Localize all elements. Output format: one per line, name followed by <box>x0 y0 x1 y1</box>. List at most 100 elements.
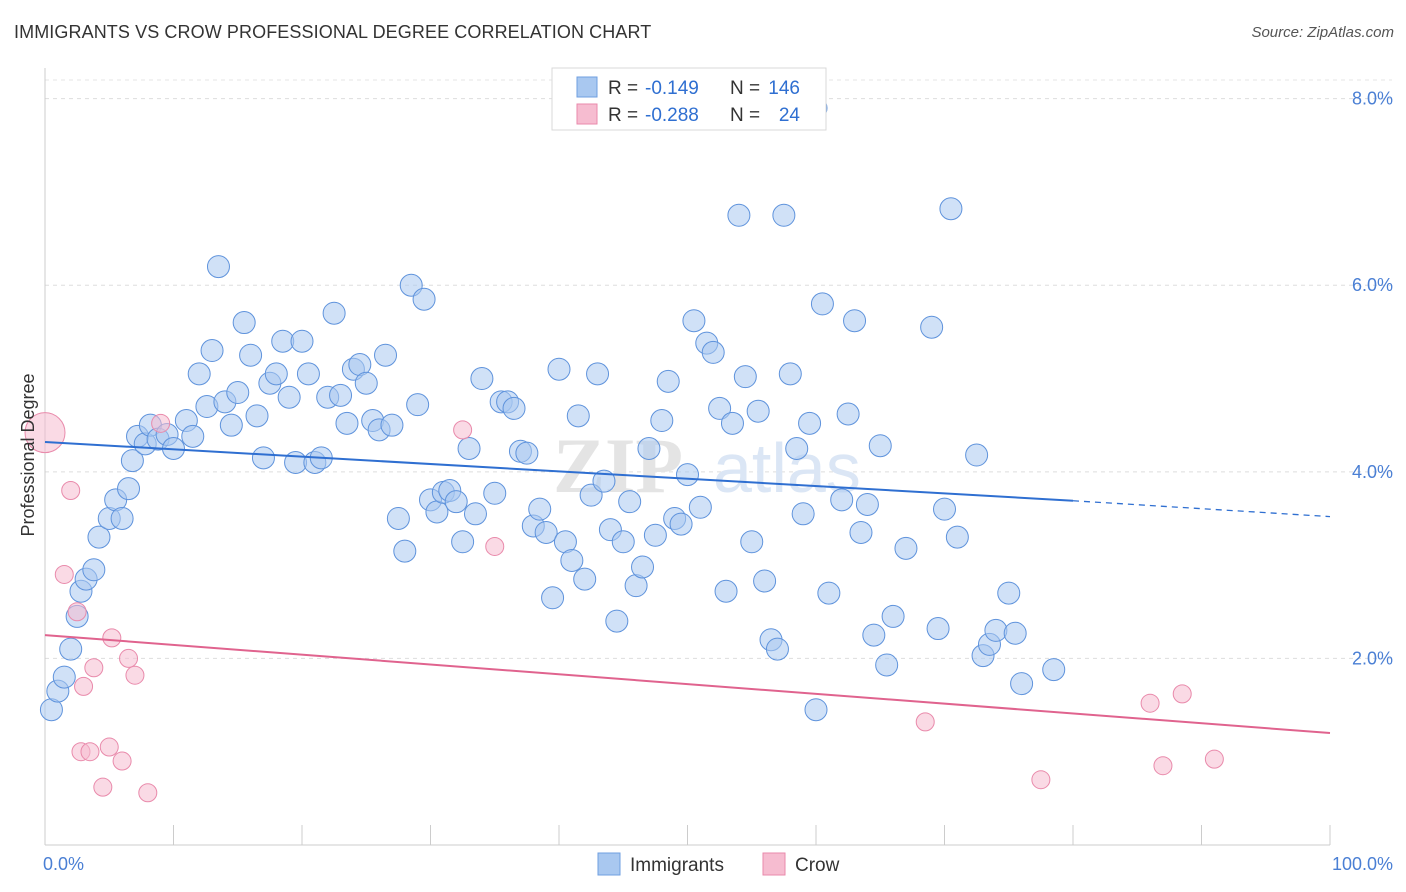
axes <box>44 68 1331 846</box>
data-point <box>862 623 886 647</box>
data-point <box>830 488 854 512</box>
data-point <box>804 698 828 722</box>
data-point <box>605 609 629 633</box>
data-point <box>637 437 661 461</box>
data-point <box>926 617 950 641</box>
x-tick-label: 0.0% <box>43 854 84 874</box>
legend-r-label: R = <box>608 78 638 99</box>
data-point <box>810 292 834 316</box>
data-point <box>714 579 738 603</box>
trend-lines <box>44 440 1331 735</box>
data-point <box>772 203 796 227</box>
data-point <box>547 357 571 381</box>
data-point <box>656 369 680 393</box>
data-point <box>778 362 802 386</box>
data-point <box>200 339 224 363</box>
legend-swatch <box>597 852 621 876</box>
data-point <box>264 362 288 386</box>
data-point <box>453 420 473 440</box>
legend-swatch <box>576 76 598 98</box>
data-point <box>708 396 732 420</box>
gridlines <box>45 79 1392 659</box>
data-point <box>727 203 751 227</box>
data-point <box>997 581 1021 605</box>
data-point <box>61 480 81 500</box>
data-point <box>798 411 822 435</box>
data-point <box>52 665 76 689</box>
data-point <box>843 309 867 333</box>
data-point <box>1172 684 1192 704</box>
data-point <box>463 502 487 526</box>
data-point <box>682 309 706 333</box>
data-point <box>380 413 404 437</box>
data-point <box>746 399 770 423</box>
legend-r-value: -0.149 <box>645 78 699 99</box>
data-point <box>84 658 104 678</box>
data-point <box>80 742 100 762</box>
trend-line-immigrants-extension <box>1072 500 1331 518</box>
data-point <box>586 362 610 386</box>
data-point <box>296 362 320 386</box>
legend-n-label: N = <box>730 78 760 99</box>
series-immigrants <box>39 96 1066 722</box>
data-point <box>560 548 584 572</box>
data-point <box>322 301 346 325</box>
data-point <box>99 737 119 757</box>
y-tick-label: 6.0% <box>1352 275 1393 295</box>
data-point <box>67 602 87 622</box>
data-point <box>125 665 145 685</box>
data-point <box>836 402 860 426</box>
data-point <box>1003 621 1027 645</box>
data-point <box>87 525 111 549</box>
data-point <box>120 449 144 473</box>
data-point <box>1153 756 1173 776</box>
y-tick-label: 8.0% <box>1352 89 1393 109</box>
data-point <box>1010 672 1034 696</box>
data-point <box>386 506 410 530</box>
data-point <box>187 362 211 386</box>
data-point <box>412 287 436 311</box>
data-point <box>74 676 94 696</box>
y-axis-label: Professional Degree <box>18 373 38 536</box>
legend-n-value: 146 <box>768 78 800 99</box>
data-point <box>271 329 295 353</box>
data-point <box>701 340 725 364</box>
data-point <box>733 365 757 389</box>
data-point <box>251 446 275 470</box>
data-point <box>1204 749 1224 769</box>
data-point <box>791 502 815 526</box>
data-point <box>566 404 590 428</box>
data-point <box>669 512 693 536</box>
legend-r-value: -0.288 <box>645 105 699 126</box>
data-point <box>335 411 359 435</box>
data-point <box>406 393 430 417</box>
legend-swatch <box>762 852 786 876</box>
trend-line-crow <box>44 634 1331 735</box>
data-point <box>720 411 744 435</box>
data-point <box>102 628 122 648</box>
data-point <box>785 437 809 461</box>
data-point <box>1042 658 1066 682</box>
data-point <box>915 712 935 732</box>
data-point <box>618 490 642 514</box>
data-point <box>284 451 308 474</box>
legend-swatch <box>576 103 598 125</box>
x-tick-label: 100.0% <box>1332 854 1393 874</box>
bottom-legend: Immigrants Crow <box>597 852 840 876</box>
data-point <box>226 381 250 405</box>
data-point <box>855 492 879 516</box>
data-point <box>117 477 141 501</box>
tick-labels: 2.0% 4.0% 6.0% 8.0% 0.0% 100.0% Professional D… <box>18 89 1393 874</box>
data-point <box>753 569 777 593</box>
data-point <box>502 396 526 420</box>
watermark: ZIP atlas <box>553 422 861 509</box>
data-point <box>984 618 1008 642</box>
series-crow <box>24 412 1224 803</box>
data-point <box>138 783 158 803</box>
legend-n-label: N = <box>730 105 760 126</box>
y-tick-label: 2.0% <box>1352 648 1393 668</box>
data-point <box>515 441 539 465</box>
data-point <box>611 530 635 554</box>
data-point <box>631 555 655 579</box>
